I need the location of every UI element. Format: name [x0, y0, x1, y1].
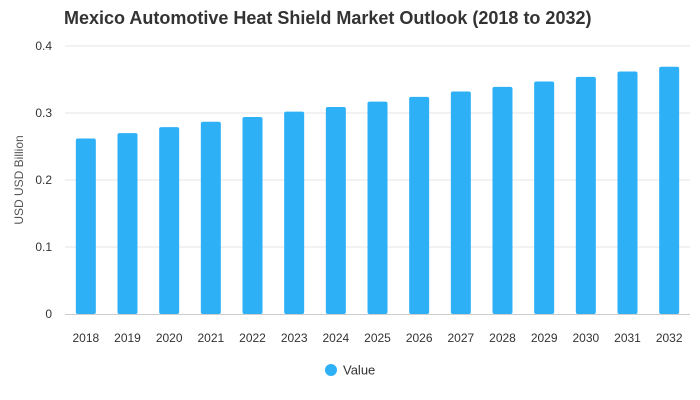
x-tick-label: 2025 [364, 331, 391, 345]
bar-2030[interactable] [575, 76, 596, 314]
x-tick-label: 2021 [197, 331, 224, 345]
x-axis-ticks: 2018 2019 2020 2021 2022 2023 2024 2025 2026 2027… [72, 331, 682, 345]
bar-2029[interactable] [534, 81, 555, 314]
x-tick-label: 2031 [614, 331, 641, 345]
x-tick-label: 2024 [322, 331, 349, 345]
chart-title: Mexico Automotive Heat Shield Market Out… [64, 8, 592, 28]
x-tick-label: 2022 [239, 331, 266, 345]
x-tick-label: 2026 [406, 331, 433, 345]
y-tick-label: 0.4 [35, 39, 52, 53]
bar-2031[interactable] [617, 71, 638, 315]
bar-2023[interactable] [284, 111, 305, 314]
x-tick-label: 2027 [447, 331, 474, 345]
bar-2032[interactable] [659, 66, 680, 315]
bar-2020[interactable] [159, 127, 180, 314]
y-tick-label: 0 [45, 307, 52, 321]
x-tick-label: 2030 [572, 331, 599, 345]
y-tick-label: 0.2 [35, 173, 52, 187]
bar-2021[interactable] [200, 121, 221, 315]
bar-2022[interactable] [242, 117, 263, 315]
x-tick-label: 2032 [656, 331, 683, 345]
bar-2024[interactable] [325, 106, 346, 314]
x-tick-label: 2029 [531, 331, 558, 345]
y-tick-label: 0.3 [35, 106, 52, 120]
bars [75, 66, 680, 315]
bar-2019[interactable] [117, 133, 138, 314]
legend-label-value: Value [343, 363, 375, 378]
bar-2025[interactable] [367, 101, 388, 314]
y-tick-label: 0.1 [35, 240, 52, 254]
bar-2027[interactable] [450, 91, 471, 314]
bar-2028[interactable] [492, 86, 513, 315]
legend-marker-value [325, 364, 337, 376]
y-axis-ticks: 0 0.1 0.2 0.3 0.4 [35, 39, 52, 321]
x-tick-label: 2020 [156, 331, 183, 345]
x-tick-label: 2023 [281, 331, 308, 345]
legend[interactable]: Value [325, 363, 375, 378]
x-tick-label: 2018 [72, 331, 99, 345]
bar-2026[interactable] [409, 96, 430, 314]
y-axis-label: USD USD Billion [12, 135, 26, 224]
x-tick-label: 2019 [114, 331, 141, 345]
x-tick-label: 2028 [489, 331, 516, 345]
bar-2018[interactable] [75, 138, 96, 314]
